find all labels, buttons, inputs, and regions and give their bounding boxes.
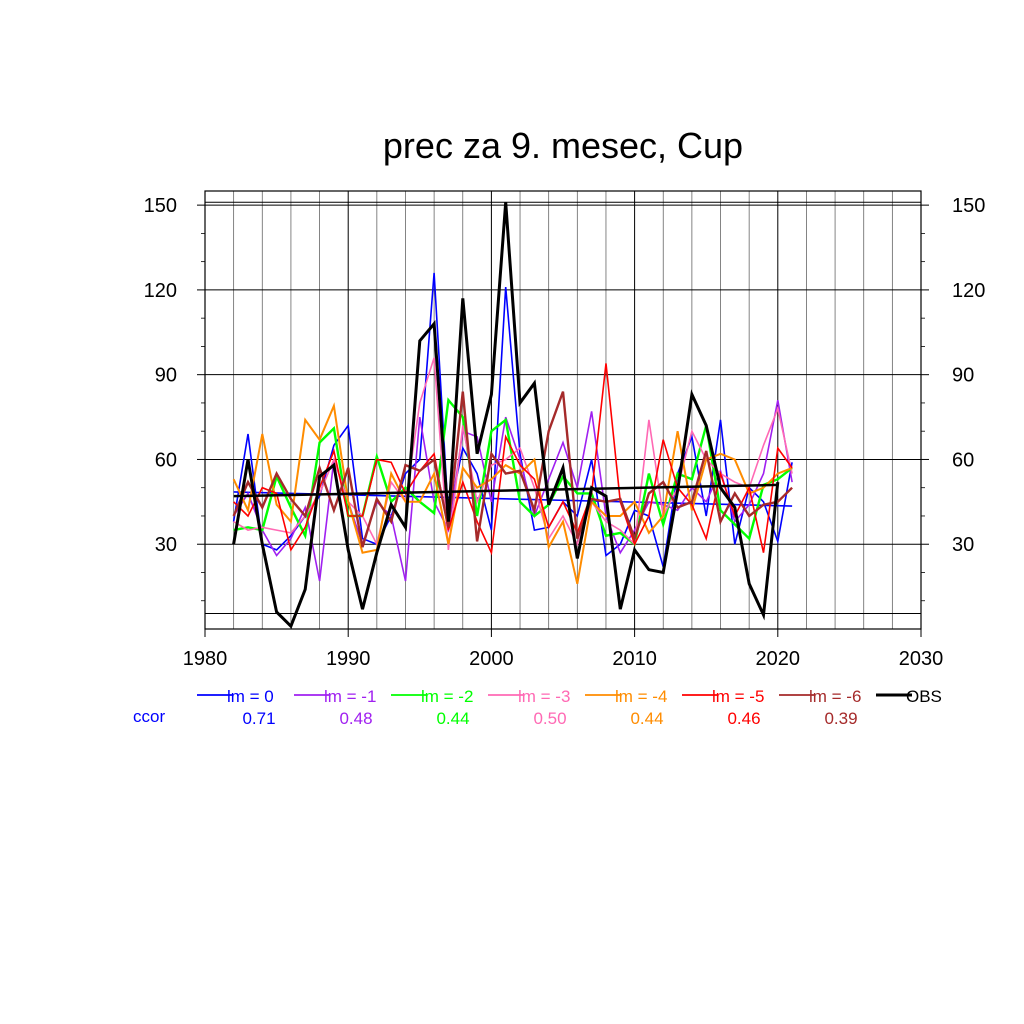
x-tick-label: 1990	[326, 648, 371, 670]
plot-frame	[204, 190, 922, 630]
legend-label: lm = -2	[421, 687, 473, 706]
legend-label: lm = -1	[324, 687, 376, 706]
legend-label: lm = -5	[712, 687, 764, 706]
x-tick-label: 2010	[612, 648, 657, 670]
ccor-value: 0.44	[436, 709, 469, 728]
y-tick-label-right: 120	[952, 280, 985, 302]
legend-label: OBS	[906, 687, 942, 706]
legend-label: lm = -3	[518, 687, 570, 706]
ccor-value: 0.46	[727, 709, 760, 728]
x-tick-label: 2000	[469, 648, 514, 670]
series-line-3	[233, 357, 793, 550]
series-line-7	[232, 202, 780, 629]
y-tick-label-left: 60	[155, 449, 177, 471]
x-tick-label: 2030	[899, 648, 944, 670]
y-tick-label-right: 150	[952, 195, 985, 217]
series-line-4	[232, 402, 793, 585]
y-tick-label-right: 30	[952, 534, 974, 556]
grid	[204, 191, 922, 629]
legend-label: lm = 0	[227, 687, 274, 706]
legend-label: lm = -6	[809, 687, 861, 706]
ccor-value: 0.71	[242, 709, 275, 728]
y-tick-label-left: 30	[155, 534, 177, 556]
ccor-label: ccor	[133, 707, 165, 726]
x-tick-label: 2020	[756, 648, 801, 670]
y-tick-label-right: 90	[952, 365, 974, 387]
ccor-value: 0.44	[630, 709, 663, 728]
series-line-6	[232, 391, 793, 548]
x-tick-label: 1980	[183, 648, 228, 670]
series-lines	[232, 202, 793, 629]
trend-line-7	[233, 483, 778, 498]
series-line-2	[233, 397, 793, 547]
y-tick-label-left: 90	[155, 365, 177, 387]
ccor-value: 0.39	[824, 709, 857, 728]
series-line-1	[232, 399, 793, 582]
ccor-value: 0.48	[339, 709, 372, 728]
axes: 1980 1990 2000 2010 2020 2030 30 30 60 60 90 90 120 1…	[144, 195, 986, 670]
legend: lm = 0 0.71 lm = -1 0.48 lm = -2 0.44 lm = -3 0…	[197, 687, 942, 728]
y-tick-label-right: 60	[952, 449, 974, 471]
y-tick-label-left: 120	[144, 280, 177, 302]
y-tick-label-left: 150	[144, 195, 177, 217]
chart-title: prec za 9. mesec, Cup	[383, 125, 743, 166]
ccor-value: 0.50	[533, 709, 566, 728]
legend-label: lm = -4	[615, 687, 667, 706]
